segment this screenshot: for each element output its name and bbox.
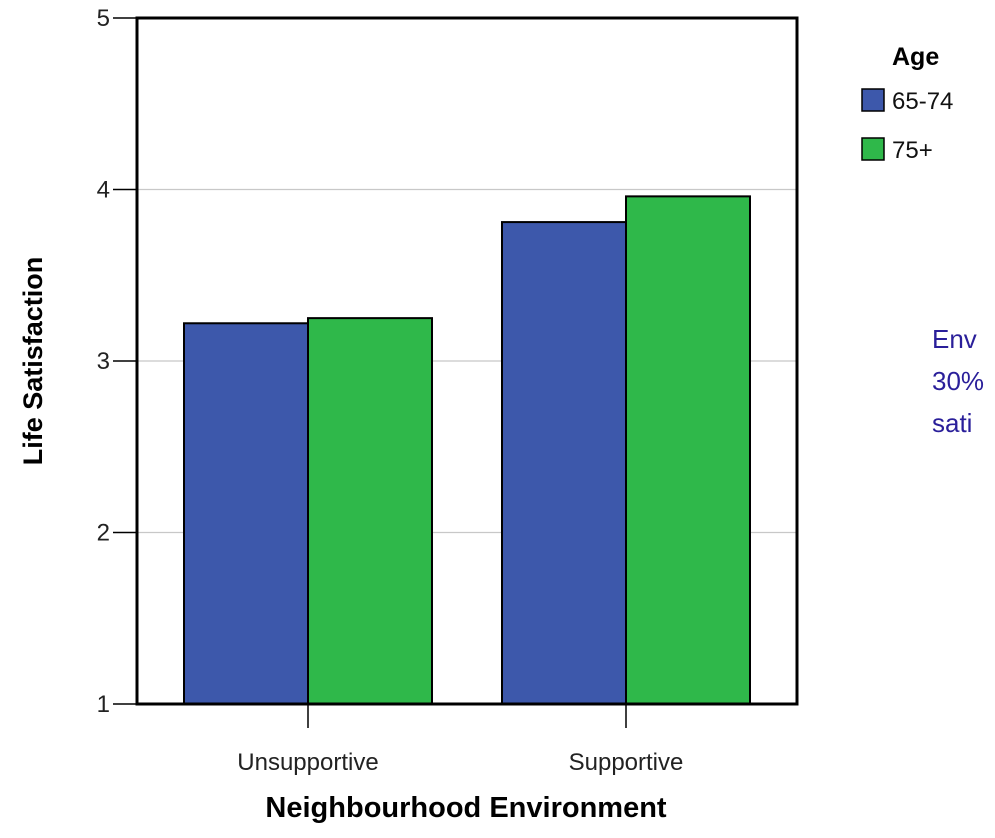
bar-unsupportive-75-plus (308, 318, 432, 704)
y-tick-label: 2 (97, 520, 110, 547)
legend: Age 65-74 75+ (862, 43, 953, 164)
legend-swatch-65-74 (862, 89, 884, 111)
bar-supportive-65-74 (502, 222, 626, 704)
annotation-line: sati (932, 402, 995, 444)
annotation-text: Env 30% sati (932, 318, 995, 444)
x-tick-label: Supportive (569, 749, 684, 776)
y-tick-label: 5 (97, 5, 110, 32)
legend-swatch-75-plus (862, 138, 884, 160)
y-tick-label: 3 (97, 348, 110, 375)
legend-title: Age (892, 43, 939, 71)
y-axis: 1 2 3 4 5 (97, 5, 137, 718)
legend-label-75-plus: 75+ (892, 137, 933, 164)
bars (184, 196, 750, 704)
x-tick-label: Unsupportive (237, 749, 378, 776)
x-axis-title: Neighbourhood Environment (265, 792, 666, 824)
annotation-line: Env (932, 318, 995, 360)
bar-supportive-75-plus (626, 196, 750, 704)
y-tick-label: 1 (97, 691, 110, 718)
y-axis-title: Life Satisfaction (18, 257, 48, 466)
y-tick-label: 4 (97, 177, 110, 204)
x-axis: Unsupportive Supportive (237, 704, 683, 776)
bar-unsupportive-65-74 (184, 323, 308, 704)
legend-label-65-74: 65-74 (892, 88, 953, 115)
annotation-line: 30% (932, 360, 995, 402)
